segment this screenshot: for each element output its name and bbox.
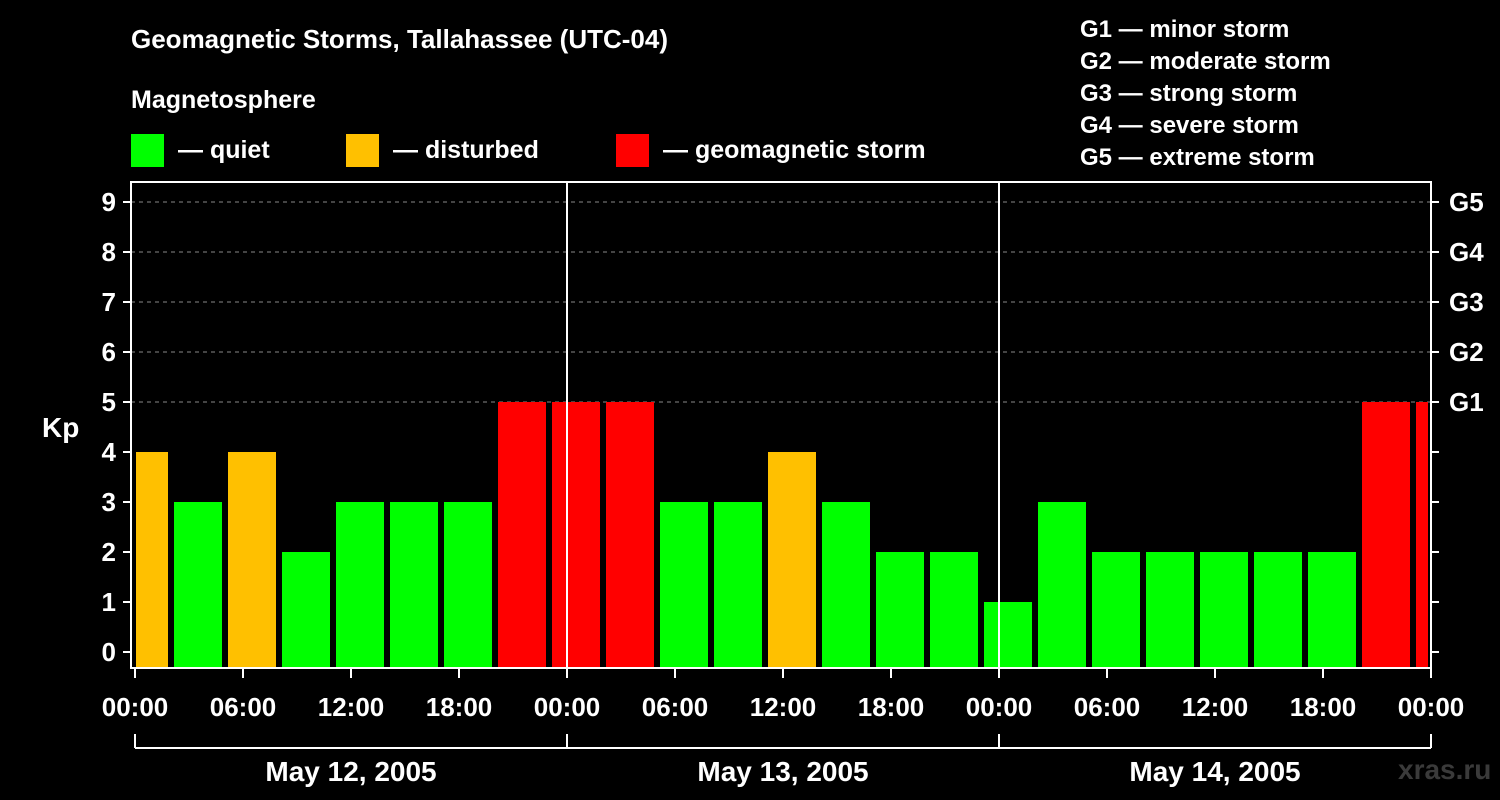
kp-bar-18	[1092, 552, 1140, 668]
x-tick-label-3: 18:00	[426, 692, 493, 722]
x-tick-label-4: 00:00	[534, 692, 601, 722]
y-tick-label-7: 7	[102, 287, 116, 317]
x-tick-label-11: 18:00	[1290, 692, 1357, 722]
legend-item-disturbed: — disturbed	[346, 133, 539, 167]
x-tick-label-7: 18:00	[858, 692, 925, 722]
kp-bar-6	[444, 502, 492, 668]
kp-bar-22	[1308, 552, 1356, 668]
storm-level-label-g5: G5	[1449, 187, 1484, 217]
kp-bar-11	[714, 502, 762, 668]
x-tick-label-12: 00:00	[1398, 692, 1465, 722]
kp-bar-7	[498, 402, 546, 668]
kp-bar-12	[768, 452, 816, 668]
legend-label-quiet: — quiet	[178, 135, 270, 164]
x-tick-label-8: 00:00	[966, 692, 1033, 722]
y-tick-label-9: 9	[102, 187, 116, 217]
storm-scale-g2: G2 — moderate storm	[1080, 48, 1331, 75]
y-tick-label-0: 0	[102, 637, 116, 667]
legend-label-disturbed: — disturbed	[393, 135, 539, 164]
legend-heading: Magnetosphere	[131, 86, 316, 114]
legend-item-quiet: — quiet	[131, 133, 270, 167]
storm-scale-g3: G3 — strong storm	[1080, 80, 1298, 107]
kp-bar-8	[552, 402, 600, 668]
legend-swatch-storm	[616, 133, 649, 167]
y-tick-label-2: 2	[102, 537, 116, 567]
watermark: xras.ru	[1398, 754, 1492, 785]
storm-level-label-g3: G3	[1449, 287, 1484, 317]
x-tick-label-2: 12:00	[318, 692, 385, 722]
storm-level-label-g4: G4	[1449, 237, 1484, 267]
kp-bar-16	[984, 602, 1032, 668]
x-tick-label-1: 06:00	[210, 692, 277, 722]
legend-label-storm: — geomagnetic storm	[663, 135, 926, 164]
x-tick-label-5: 06:00	[642, 692, 709, 722]
y-tick-label-1: 1	[102, 587, 116, 617]
storm-scale-g4: G4 — severe storm	[1080, 112, 1299, 139]
plot-frame	[130, 181, 1432, 669]
kp-bar-24	[1416, 402, 1428, 668]
kp-bar-9	[606, 402, 654, 668]
chart-title: Geomagnetic Storms, Tallahassee (UTC-04)	[131, 24, 669, 54]
y-tick-label-4: 4	[102, 437, 117, 467]
date-label-0: May 12, 2005	[265, 756, 436, 787]
date-label-2: May 14, 2005	[1129, 756, 1300, 787]
kp-bar-0	[136, 452, 168, 668]
storm-scale-legend: G1 — minor storm G2 — moderate storm G3 …	[1080, 14, 1331, 174]
kp-bar-21	[1254, 552, 1302, 668]
y-tick-label-6: 6	[102, 337, 116, 367]
legend-swatch-disturbed	[346, 133, 379, 167]
storm-scale-g5: G5 — extreme storm	[1080, 144, 1315, 171]
storm-level-label-g1: G1	[1449, 387, 1484, 417]
kp-bar-5	[390, 502, 438, 668]
x-tick-label-10: 12:00	[1182, 692, 1249, 722]
kp-bar-20	[1200, 552, 1248, 668]
legend-swatch-quiet	[131, 133, 164, 167]
kp-bar-3	[282, 552, 330, 668]
kp-bar-13	[822, 502, 870, 668]
kp-bar-19	[1146, 552, 1194, 668]
kp-bar-1	[174, 502, 222, 668]
kp-bar-14	[876, 552, 924, 668]
kp-bar-23	[1362, 402, 1410, 668]
y-axis-label: Kp	[42, 412, 79, 443]
storm-level-label-g2: G2	[1449, 337, 1484, 367]
kp-bar-17	[1038, 502, 1086, 668]
y-tick-label-8: 8	[102, 237, 116, 267]
x-tick-label-6: 12:00	[750, 692, 817, 722]
kp-bar-15	[930, 552, 978, 668]
x-tick-label-0: 00:00	[102, 692, 169, 722]
kp-bar-4	[336, 502, 384, 668]
kp-bar-2	[228, 452, 276, 668]
y-tick-label-3: 3	[102, 487, 116, 517]
y-tick-label-5: 5	[102, 387, 116, 417]
x-tick-label-9: 06:00	[1074, 692, 1141, 722]
date-label-1: May 13, 2005	[697, 756, 868, 787]
kp-bar-10	[660, 502, 708, 668]
storm-scale-g1: G1 — minor storm	[1080, 16, 1290, 43]
legend-item-storm: — geomagnetic storm	[616, 133, 926, 167]
